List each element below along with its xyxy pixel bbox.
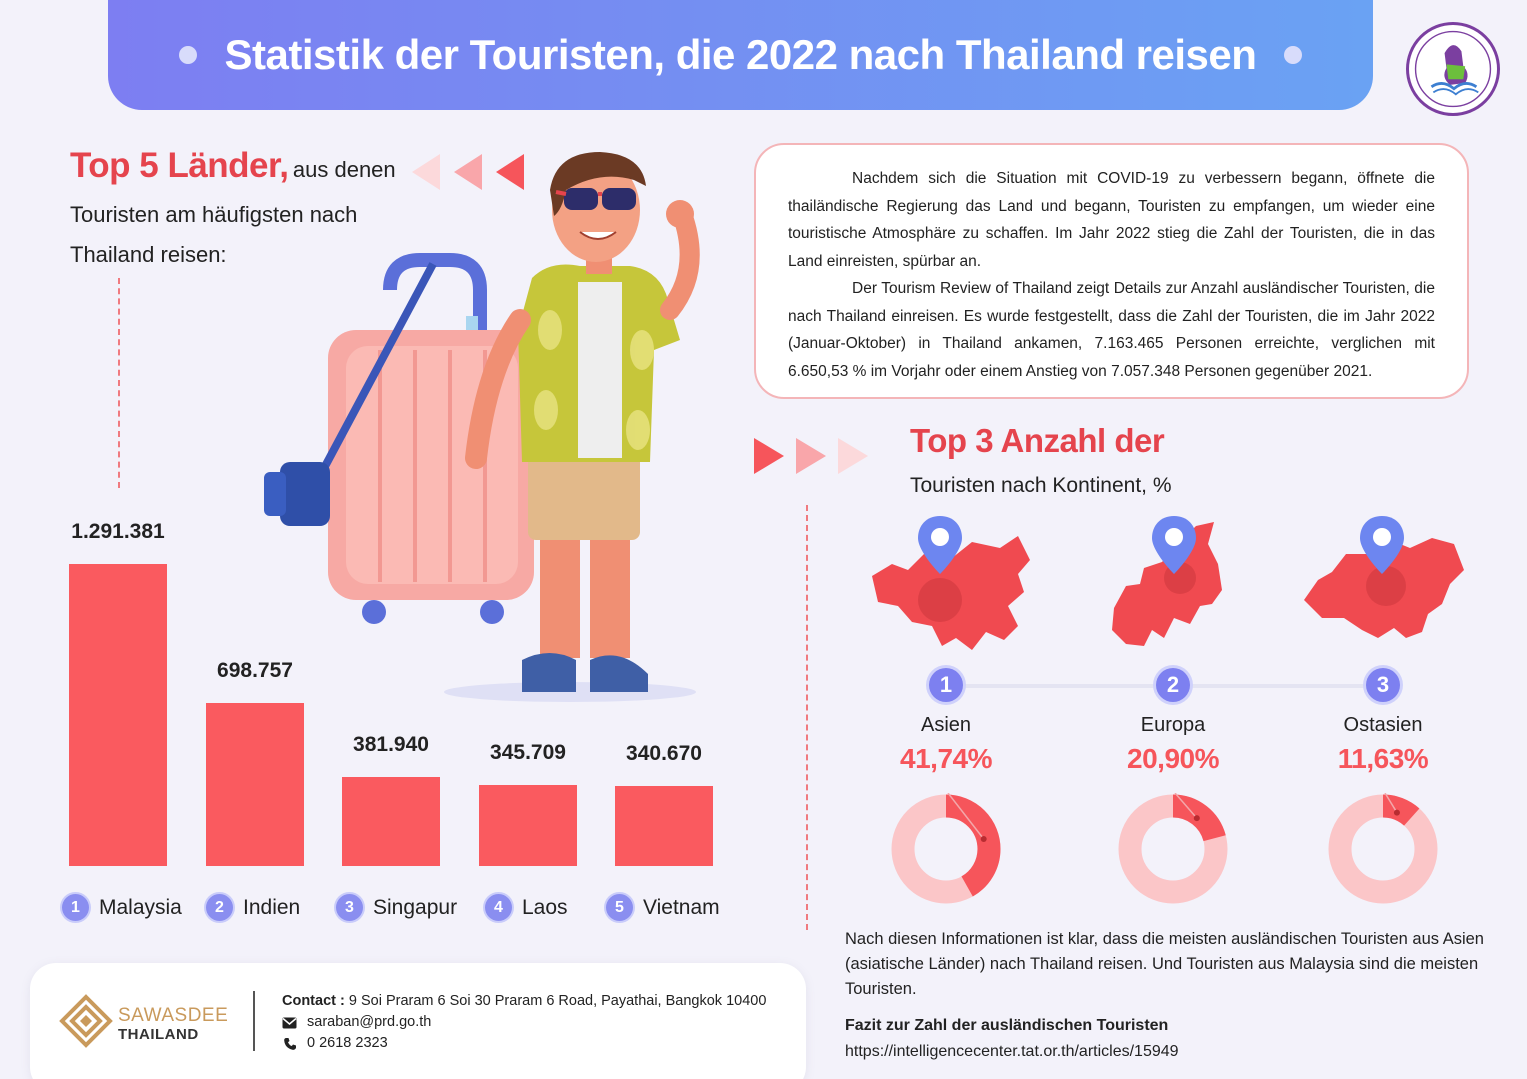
bar-value-label: 381.940 (353, 732, 429, 756)
top5-heading: Top 5 Länder, aus denen Touristen am häu… (70, 146, 410, 268)
category-name: Singapur (373, 895, 458, 919)
contact-phone: 0 2618 2323 (307, 1035, 388, 1051)
category-name: Malaysia (99, 895, 182, 919)
dashed-line-left (118, 278, 120, 488)
sawasdee-logo-icon (59, 994, 113, 1048)
arrows-left-icon (412, 154, 524, 190)
contact-address: 9 Soi Praram 6 Soi 30 Praram 6 Road, Pay… (348, 993, 767, 1009)
top5-heading-line3: Thailand reisen: (70, 242, 227, 267)
category-label-indien: 2 Indien (206, 894, 300, 921)
bar-indien (206, 702, 304, 866)
intro-paragraph-2: Der Tourism Review of Thailand zeigt Det… (788, 280, 1435, 380)
intro-text-box: Nachdem sich die Situation mit COVID-19 … (754, 143, 1469, 399)
category-name: Indien (243, 895, 301, 919)
arrows-right-icon (754, 438, 868, 474)
continent-percent: 20,90% (1127, 743, 1219, 774)
footer-brand-line2: THAILAND (118, 1026, 199, 1043)
footer-card: SAWASDEE THAILAND Contact : 9 Soi Praram… (30, 963, 806, 1079)
continent-ostasien: 3 Ostasien 11,63% (1283, 668, 1483, 775)
contact-email[interactable]: saraban@prd.go.th (307, 1014, 432, 1030)
bar-laos (479, 785, 577, 866)
donut-slice (1118, 794, 1228, 904)
continent-percent: 41,74% (900, 743, 992, 774)
top3-heading: Top 3 Anzahl der Touristen nach Kontinen… (910, 422, 1330, 498)
continent-name: Ostasien (1343, 714, 1423, 736)
phone-icon (282, 1037, 297, 1051)
donut-pointer-dot (1193, 815, 1200, 822)
donut-remainder (1328, 794, 1438, 904)
category-label-singapur: 3 Singapur (336, 894, 457, 921)
contact-label: Contact : (282, 993, 345, 1009)
rank-badge: 5 (606, 894, 633, 921)
top3-heading-sub: Touristen nach Kontinent, % (910, 474, 1172, 497)
europe-map-icon (1112, 516, 1222, 646)
top5-countries-bar-chart: 1.291.381 1 Malaysia 698.757 2 Indien 381.940 3… (0, 0, 760, 940)
footer-contact: Contact : 9 Soi Praram 6 Soi 30 Praram 6… (282, 991, 766, 1054)
source-block: Fazit zur Zahl der ausländischen Tourist… (845, 1013, 1495, 1065)
continent-rank-badge: 2 (1156, 668, 1190, 702)
east-asia-map-icon (1304, 516, 1464, 638)
footer-divider (253, 991, 255, 1051)
rank-badge: 2 (206, 894, 233, 921)
donut-pointer-line (1384, 793, 1398, 813)
continent-percent: 11,63% (1337, 743, 1429, 774)
continent-europa: 2 Europa 20,90% (1073, 668, 1273, 775)
top5-heading-small: aus denen (292, 157, 396, 182)
donut-chart-asien (891, 793, 1001, 904)
continent-name: Asien (920, 714, 972, 736)
category-name: Vietnam (643, 895, 720, 919)
bar-value-label: 345.709 (490, 741, 566, 765)
category-label-laos: 4 Laos (485, 894, 568, 921)
bar-value-label: 1.291.381 (71, 520, 165, 543)
top3-heading-big: Top 3 Anzahl der (910, 422, 1165, 459)
intro-paragraph-1: Nachdem sich die Situation mit COVID-19 … (788, 170, 1435, 270)
continent-name: Europa (1140, 714, 1206, 736)
donut-slice (891, 794, 1001, 904)
conclusion-text: Nach diesen Informationen ist klar, dass… (845, 930, 1484, 998)
donut-slice (1328, 794, 1438, 904)
title-dot-right (1284, 46, 1303, 64)
bar-singapur (342, 776, 440, 866)
bar-value-label: 698.757 (217, 658, 293, 682)
category-name: Laos (522, 895, 568, 919)
donut-chart-ostasien (1328, 793, 1438, 904)
donut-chart-europa (1118, 793, 1228, 904)
top5-heading-big: Top 5 Länder, (70, 146, 289, 185)
emblem-seal (1406, 22, 1500, 116)
donut-pointer-dot (980, 835, 987, 842)
footer-brand-line1: SAWASDEE (118, 1005, 229, 1026)
rank-badge: 1 (62, 894, 89, 921)
category-label-malaysia: 1 Malaysia (62, 894, 182, 921)
top5-heading-line2: Touristen am häufigsten nach (70, 202, 358, 227)
dashed-line-right (806, 505, 808, 930)
title-bar: Statistik der Touristen, die 2022 nach T… (108, 0, 1373, 110)
bar-vietnam (615, 786, 713, 866)
tourist-illustration (264, 152, 700, 702)
rank-badge: 4 (485, 894, 512, 921)
continent-asien: 1 Asien 41,74% (846, 668, 1046, 775)
mail-icon (282, 1017, 297, 1029)
bar-value-label: 340.670 (626, 742, 702, 766)
bar-malaysia (69, 564, 167, 866)
asia-map-icon (872, 516, 1030, 650)
continent-rank-badge: 1 (929, 668, 963, 702)
continent-rank-badge: 3 (1366, 668, 1400, 702)
donut-pointer-dot (1393, 809, 1400, 816)
emblem-icon (1414, 30, 1492, 108)
donut-pointer-line (1174, 793, 1198, 819)
rank-badge: 3 (336, 894, 363, 921)
source-url[interactable]: https://intelligencecenter.tat.or.th/art… (845, 1043, 1179, 1060)
title-dot-left (178, 46, 197, 64)
donut-pointer-line (947, 793, 985, 840)
page-title: Statistik der Touristen, die 2022 nach T… (224, 31, 1257, 78)
source-label: Fazit zur Zahl der ausländischen Tourist… (845, 1017, 1169, 1034)
category-label-vietnam: 5 Vietnam (606, 894, 720, 921)
